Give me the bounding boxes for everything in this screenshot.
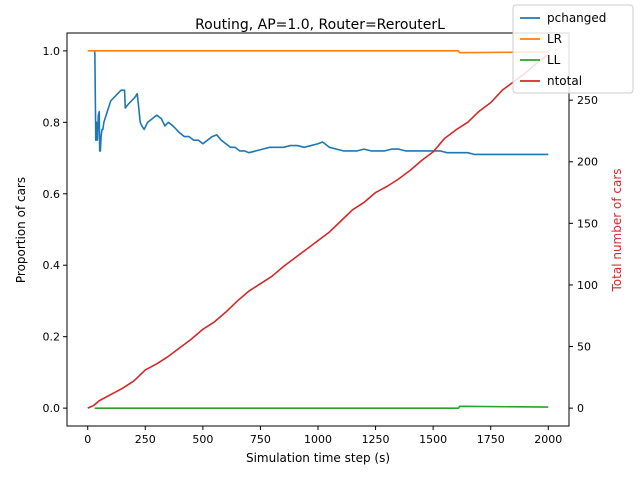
y-left-tick-label: 0.6 — [43, 188, 61, 201]
y-left-tick-label: 0.8 — [43, 116, 61, 129]
series-line-LL — [94, 405, 549, 409]
series-line-LR — [87, 50, 549, 54]
x-tick-label: 1000 — [304, 433, 332, 446]
legend-label-ntotal: ntotal — [547, 74, 582, 88]
y-right-tick-label: 100 — [577, 279, 598, 292]
x-axis-ticks: 0 250 500 750 1000 1250 1500 1750 2000 — [84, 426, 562, 446]
y-left-tick-label: 0.4 — [43, 259, 61, 272]
series-layer — [87, 50, 549, 409]
x-tick-label: 0 — [84, 433, 91, 446]
chart-title: Routing, AP=1.0, Router=RerouterL — [195, 17, 445, 33]
x-tick-label: 250 — [135, 433, 156, 446]
series-line-pchanged — [93, 50, 549, 156]
legend-label-LL: LL — [547, 53, 561, 67]
y-left-axis-ticks: 0.0 0.2 0.4 0.6 0.8 1.0 — [43, 45, 67, 415]
x-tick-label: 1500 — [419, 433, 447, 446]
legend-label-LR: LR — [547, 32, 562, 46]
y-right-axis-label: Total number of cars — [610, 168, 624, 292]
x-tick-label: 1250 — [362, 433, 390, 446]
y-left-tick-label: 0.2 — [43, 331, 61, 344]
legend-box — [512, 4, 634, 94]
y-right-tick-label: 50 — [577, 341, 591, 354]
y-right-tick-label: 250 — [577, 94, 598, 107]
x-tick-label: 1750 — [477, 433, 505, 446]
y-right-tick-label: 0 — [577, 402, 584, 415]
y-right-tick-label: 200 — [577, 156, 598, 169]
y-left-tick-label: 1.0 — [43, 45, 61, 58]
x-tick-label: 2000 — [534, 433, 562, 446]
legend: pchanged LR LL ntotal — [512, 4, 634, 94]
x-tick-label: 750 — [250, 433, 271, 446]
y-left-axis-label: Proportion of cars — [14, 177, 28, 283]
series-line-ntotal — [87, 53, 549, 409]
y-left-tick-label: 0.0 — [43, 402, 61, 415]
x-axis-label: Simulation time step (s) — [246, 451, 390, 465]
y-right-tick-label: 150 — [577, 217, 598, 230]
x-tick-label: 500 — [192, 433, 213, 446]
plot-frame — [66, 32, 570, 427]
legend-label-pchanged: pchanged — [547, 11, 606, 25]
y-right-axis-ticks: 0 50 100 150 200 250 — [569, 94, 598, 415]
